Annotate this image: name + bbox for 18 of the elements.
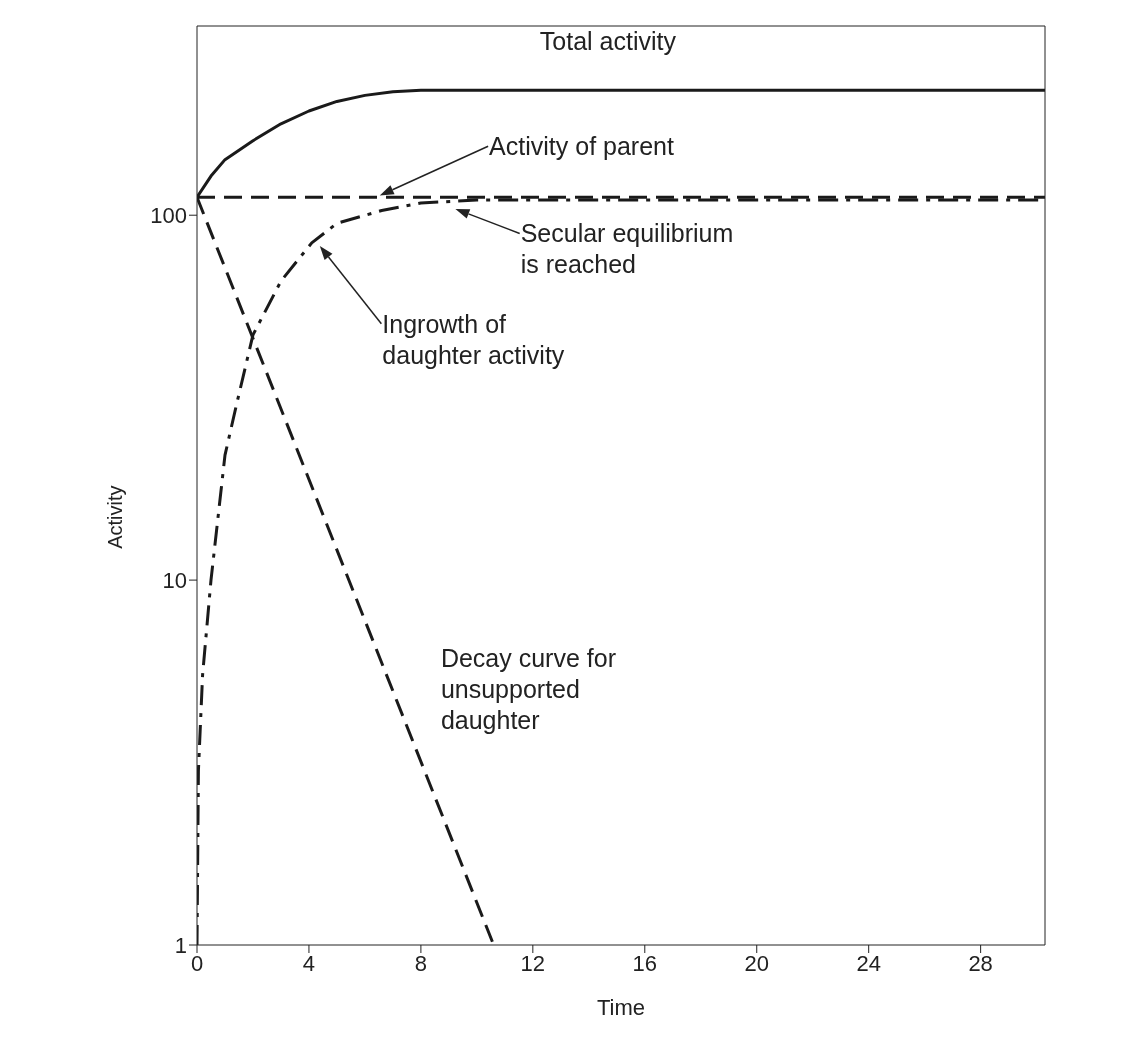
annotation: Secular equilibrium is reached (520, 219, 734, 279)
y-axis-title: Activity (104, 485, 127, 549)
x-tick-label: 24 (856, 950, 881, 976)
x-axis-title: Time (596, 995, 646, 1020)
x-tick-label: 8 (414, 950, 428, 976)
x-tick-label: 28 (968, 950, 993, 976)
x-tick-label: 16 (632, 950, 658, 976)
y-tick-label: 10 (162, 567, 187, 593)
annotation: Decay curve for unsupported daughter (440, 643, 616, 734)
x-tick-label: 12 (520, 950, 546, 976)
annotation: Activity of parent (489, 132, 674, 161)
annotation: Ingrowth of daughter activity (382, 309, 565, 369)
x-tick-label: 0 (190, 950, 204, 976)
y-tick-label: 1 (174, 932, 187, 958)
x-tick-label: 4 (302, 950, 316, 976)
y-tick-label: 100 (150, 203, 187, 229)
annotation: Total activity (539, 27, 677, 56)
x-tick-label: 20 (744, 950, 769, 976)
